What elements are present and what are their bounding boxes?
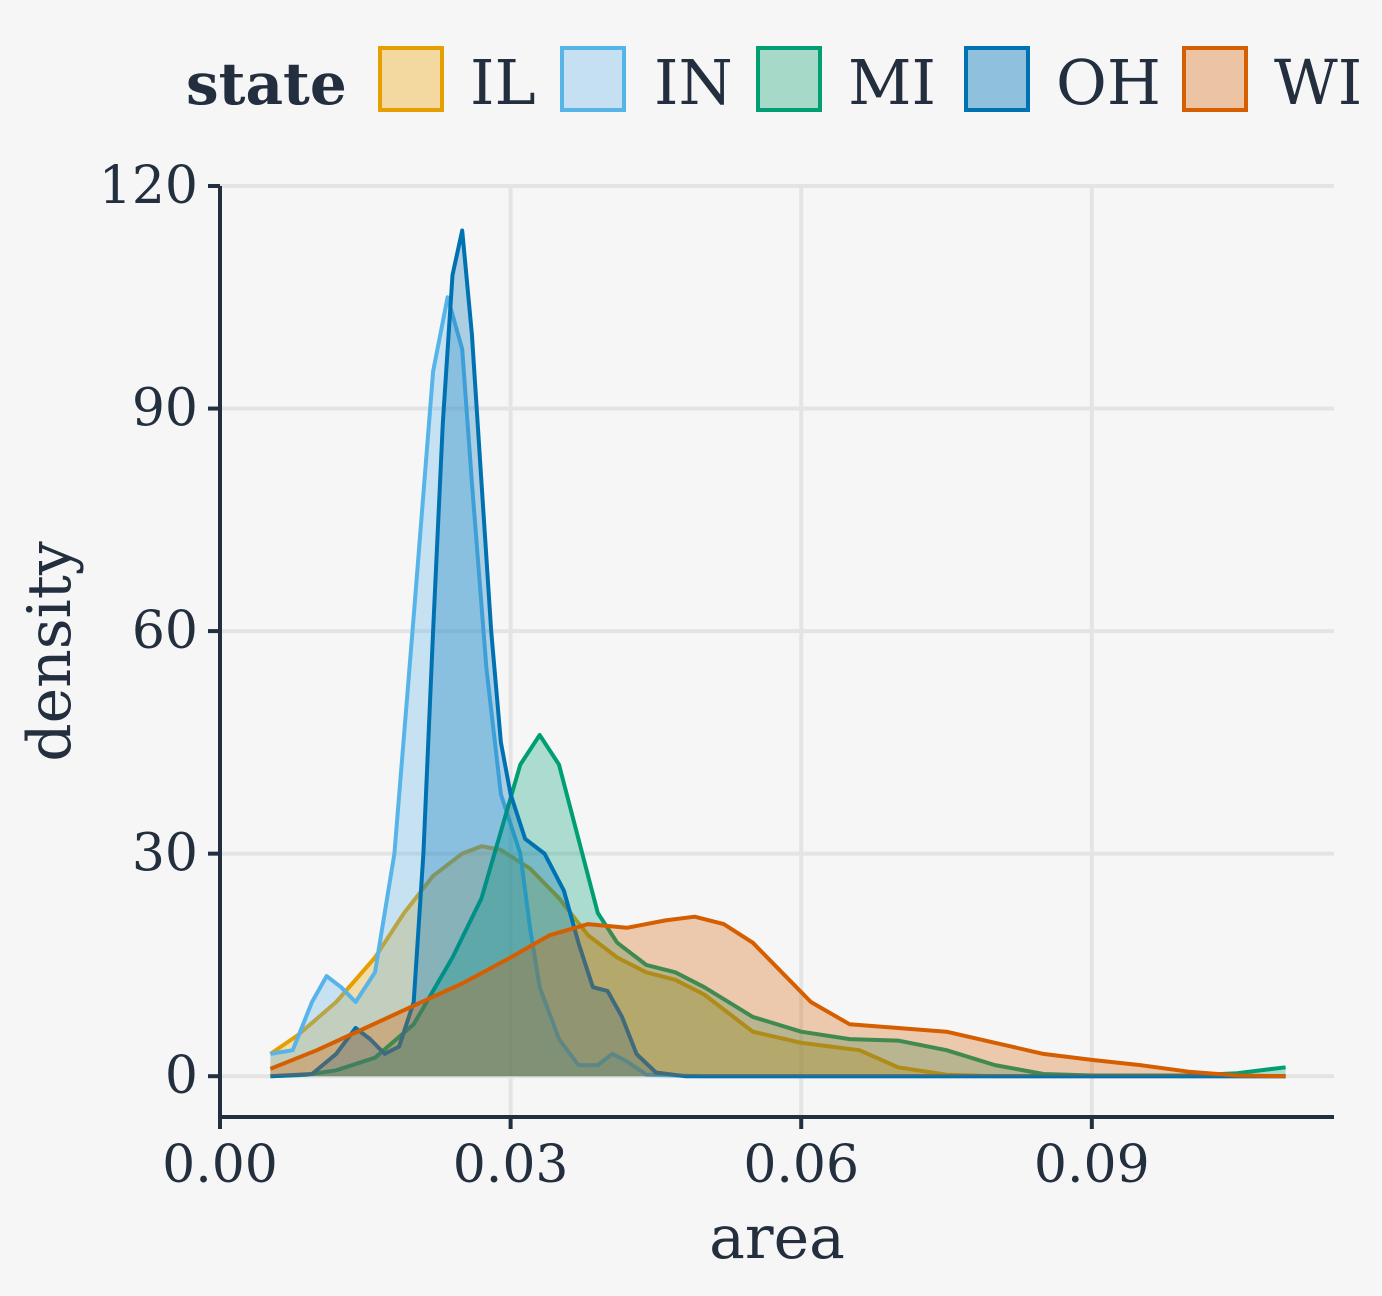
series-area-mi (270, 735, 1286, 1077)
y-tick-label: 0 (165, 1046, 198, 1106)
legend-label-il: IL (470, 46, 536, 119)
x-tick-label: 0.00 (162, 1135, 278, 1195)
y-tick-label: 30 (132, 824, 198, 884)
series-area-oh (270, 230, 1286, 1077)
y-axis-title: density (15, 541, 85, 762)
legend-label-oh: OH (1056, 46, 1161, 119)
axes: 0 30 60 90 120 0.00 0.03 0.06 0.09 area density (15, 156, 1334, 1273)
legend-key-mi (756, 46, 822, 112)
series-line-il (269, 844, 1286, 1079)
legend-title: state (186, 50, 347, 118)
legend-key-in (560, 46, 626, 112)
series-group (269, 228, 1286, 1079)
x-tick-label: 0.06 (743, 1135, 859, 1195)
y-tick-label: 120 (99, 156, 198, 216)
x-axis-title: area (709, 1203, 845, 1273)
legend-label-mi: MI (848, 46, 936, 119)
y-tick-label: 60 (132, 601, 198, 661)
legend: state IL IN MI OH WI (186, 46, 1362, 119)
series-line-wi (269, 914, 1286, 1079)
legend-key-il (378, 46, 444, 112)
legend-label-wi: WI (1274, 46, 1362, 119)
series-area-il (270, 846, 1286, 1077)
x-tick-label: 0.09 (1034, 1135, 1150, 1195)
series-line-mi (270, 733, 1286, 1079)
x-tick-label: 0.03 (453, 1135, 569, 1195)
y-tick-label: 90 (132, 379, 198, 439)
legend-key-wi (1182, 46, 1248, 112)
series-area-in (270, 297, 1286, 1077)
legend-key-oh (964, 46, 1030, 112)
legend-label-in: IN (654, 46, 733, 119)
series-line-oh (270, 228, 1286, 1079)
series-area-wi (270, 916, 1286, 1077)
